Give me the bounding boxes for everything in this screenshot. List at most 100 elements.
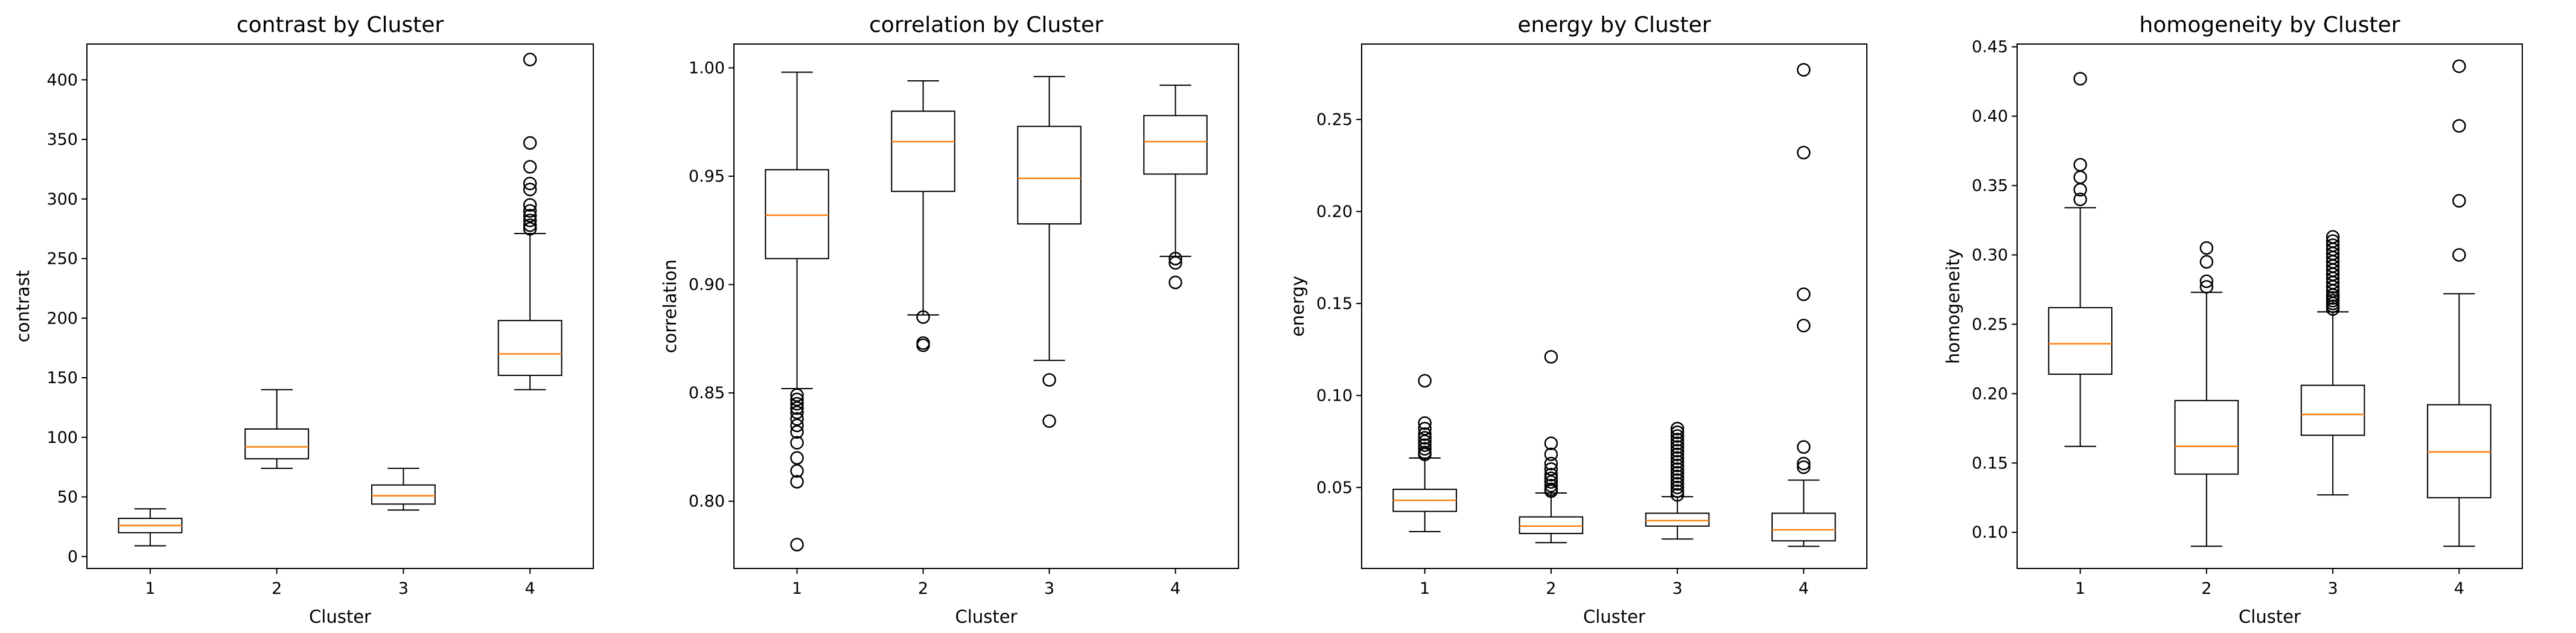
iqr-box <box>371 484 436 505</box>
box-cluster-3 <box>2300 230 2365 496</box>
y-tick-label: 350 <box>46 130 78 149</box>
y-tick-label: 0.25 <box>1972 315 2008 334</box>
y-tick-label: 0.05 <box>1316 479 1353 497</box>
outlier-point <box>1797 287 1811 301</box>
outlier-point <box>2199 274 2214 288</box>
y-tick-label: 0.90 <box>689 276 725 294</box>
iqr-box <box>765 169 829 259</box>
y-tick-label: 0.15 <box>1316 294 1353 313</box>
box-cluster-3 <box>1645 422 1710 540</box>
panel-4: homogeneity by Cluster Cluster homogeneity… <box>1943 13 2523 627</box>
x-tick-label: 4 <box>1170 579 1181 598</box>
outlier-point <box>790 464 804 478</box>
x-tick-label: 1 <box>1420 579 1430 598</box>
outlier-point <box>790 406 804 419</box>
y-axis-label: energy <box>1287 276 1308 337</box>
y-tick-label: 0.35 <box>1972 176 2008 195</box>
iqr-box <box>1519 516 1584 535</box>
outlier-point <box>2073 157 2087 172</box>
axes-frame <box>2016 43 2523 569</box>
y-tick-label: 0.10 <box>1972 523 2008 542</box>
outlier-point <box>916 338 930 352</box>
y-tick-label: 0.20 <box>1972 384 2008 403</box>
outlier-point <box>1670 422 1685 436</box>
outlier-point <box>1797 440 1811 454</box>
outlier-point <box>523 160 537 174</box>
outlier-point <box>2326 238 2340 252</box>
outlier-point <box>1544 436 1558 450</box>
y-tick-label: 0.20 <box>1316 202 1353 221</box>
y-tick-label: 400 <box>46 71 78 89</box>
box-cluster-1 <box>1392 374 1457 533</box>
outlier-point <box>1544 475 1558 489</box>
outlier-point <box>1670 444 1685 458</box>
outlier-point <box>1670 477 1685 491</box>
outlier-point <box>1544 447 1558 462</box>
outlier-point <box>2199 280 2214 294</box>
y-tick-label: 0.80 <box>689 492 725 511</box>
outlier-point <box>2452 119 2466 133</box>
y-tick-label: 300 <box>46 190 78 209</box>
iqr-box <box>1143 115 1208 175</box>
outlier-point <box>2073 192 2087 206</box>
outlier-point <box>1418 434 1432 448</box>
box-cluster-4 <box>2427 59 2492 547</box>
box-cluster-3 <box>371 468 436 511</box>
x-tick-label: 4 <box>1799 579 1809 598</box>
outlier-point <box>1797 319 1811 332</box>
box-cluster-4 <box>1143 84 1208 290</box>
x-tick-label: 3 <box>2328 579 2338 598</box>
outlier-point <box>1670 484 1685 498</box>
y-tick-label: 0.45 <box>1972 38 2008 57</box>
outlier-point <box>1670 451 1685 465</box>
outlier-point <box>523 218 537 232</box>
outlier-point <box>2326 230 2340 244</box>
outlier-point <box>1670 425 1685 439</box>
x-tick-label: 3 <box>398 579 409 598</box>
iqr-box <box>497 320 563 377</box>
iqr-box <box>1017 126 1082 225</box>
outlier-point <box>1418 431 1432 445</box>
x-axis-label: Cluster <box>2239 606 2301 627</box>
x-axis-label: Cluster <box>955 606 1018 627</box>
outlier-point <box>2073 170 2087 184</box>
outlier-point <box>916 310 930 324</box>
outlier-point <box>1670 462 1685 476</box>
outlier-point <box>1168 252 1182 266</box>
outlier-point <box>790 396 804 411</box>
y-tick-label: 0.40 <box>1972 107 2008 126</box>
outlier-point <box>1670 429 1685 443</box>
outlier-point <box>790 436 804 450</box>
outlier-point <box>1544 350 1558 364</box>
panel-1: contrast by Cluster Cluster contrast 0 50 100… <box>13 13 594 627</box>
outlier-point <box>1544 471 1558 485</box>
x-tick-label: 2 <box>1546 579 1556 598</box>
x-tick-label: 3 <box>1672 579 1683 598</box>
axes-frame <box>1361 43 1867 569</box>
x-tick-label: 2 <box>918 579 928 598</box>
y-tick-label: 150 <box>46 369 78 387</box>
axes-frame <box>86 43 594 569</box>
outlier-point <box>790 451 804 465</box>
box-cluster-2 <box>891 80 955 352</box>
outlier-point <box>523 221 537 236</box>
outlier-point <box>790 388 804 402</box>
outlier-point <box>2073 72 2087 86</box>
y-tick-label: 100 <box>46 428 78 447</box>
y-tick-label: 50 <box>57 488 78 507</box>
box-cluster-2 <box>244 389 310 469</box>
outlier-point <box>1670 488 1685 502</box>
iqr-box <box>2300 384 2365 436</box>
outlier-point <box>1042 373 1056 387</box>
box-cluster-3 <box>1017 75 1082 428</box>
y-tick-label: 0.85 <box>689 384 725 402</box>
iqr-box <box>2174 399 2239 475</box>
outlier-point <box>2326 234 2340 248</box>
box-cluster-2 <box>1519 350 1584 544</box>
chart-title: correlation by Cluster <box>869 13 1103 37</box>
x-tick-label: 1 <box>792 579 802 598</box>
outlier-point <box>1670 480 1685 495</box>
outlier-point <box>1418 445 1432 460</box>
y-axis-label: correlation <box>660 259 680 354</box>
outlier-point <box>1168 275 1182 290</box>
